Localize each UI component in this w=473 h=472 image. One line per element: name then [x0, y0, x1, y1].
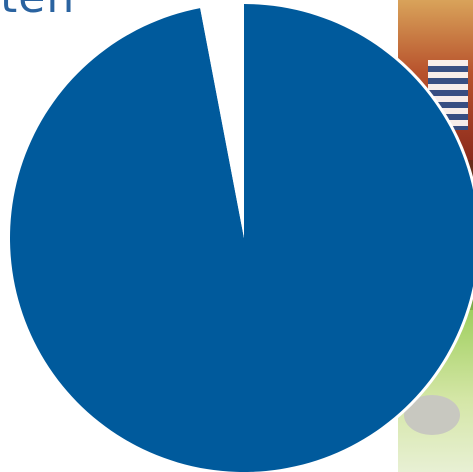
title-fragment: ten: [0, 0, 75, 23]
pie-slice-2: [200, 4, 244, 238]
pie-slice-1: [10, 4, 473, 472]
